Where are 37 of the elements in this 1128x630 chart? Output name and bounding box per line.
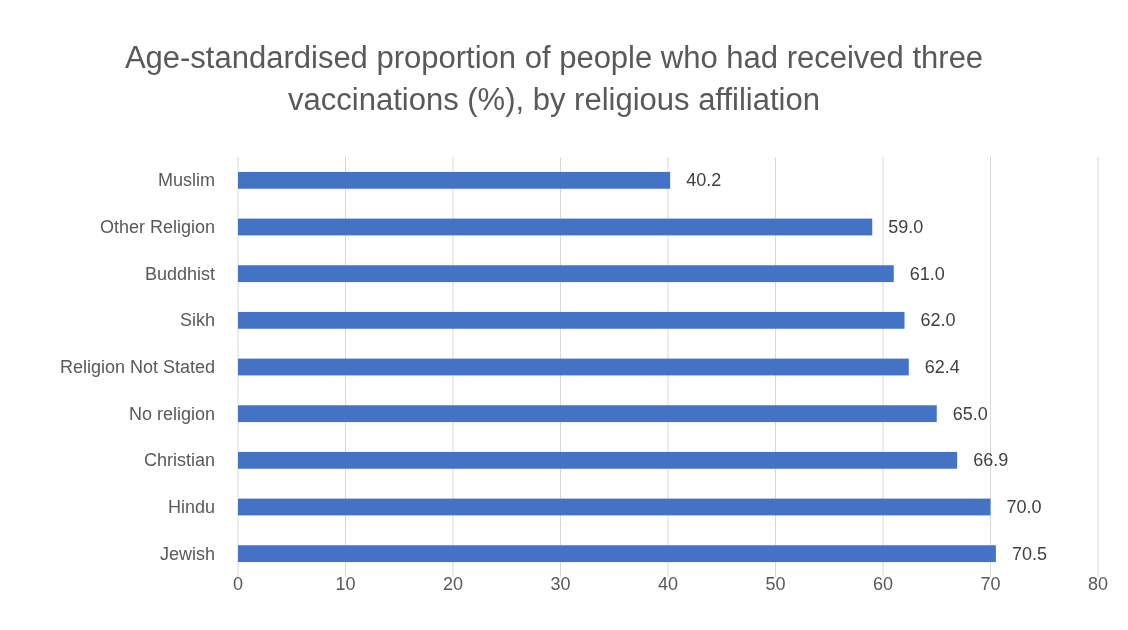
bar — [238, 545, 996, 563]
bar — [238, 451, 958, 469]
data-label: 62.0 — [920, 310, 956, 331]
x-tick-label: 40 — [657, 574, 679, 594]
x-tick-label: 50 — [765, 574, 786, 594]
bar — [238, 171, 671, 189]
bar — [238, 311, 905, 329]
bar — [238, 265, 894, 283]
y-tick-label: Christian — [143, 450, 215, 471]
data-label: 40.2 — [686, 170, 722, 191]
x-tick-label: 0 — [232, 574, 244, 594]
data-label: 66.9 — [973, 450, 1009, 471]
bar — [238, 405, 937, 423]
data-label: 59.0 — [888, 217, 924, 237]
x-tick-label: 60 — [872, 574, 894, 594]
y-tick-label: Muslim — [158, 170, 215, 191]
y-tick-label: Religion Not Stated — [59, 357, 215, 377]
x-tick-label: 80 — [1087, 574, 1109, 594]
data-label: 61.0 — [909, 263, 945, 284]
y-tick-label: Other Religion — [99, 217, 215, 237]
x-tick-label: 10 — [335, 574, 356, 594]
data-label: 62.4 — [924, 357, 960, 377]
y-tick-label: Hindu — [167, 497, 215, 517]
bar — [238, 358, 909, 376]
bar — [238, 218, 873, 236]
data-label: 65.0 — [952, 403, 988, 424]
y-tick-label: Sikh — [179, 310, 215, 331]
data-label: 70.5 — [1011, 543, 1047, 564]
x-tick-label: 30 — [550, 574, 571, 594]
data-label: 70.0 — [1006, 497, 1042, 517]
chart-title: Age-standardised proportion of people who had received three vaccinations (%), by religious affiliation — [124, 40, 984, 117]
y-tick-label: No religion — [128, 403, 215, 424]
y-tick-label: Jewish — [159, 543, 215, 564]
bar — [238, 498, 991, 516]
y-tick-label: Buddhist — [144, 263, 215, 284]
x-tick-label: 70 — [980, 574, 1001, 594]
x-tick-label: 20 — [442, 574, 464, 594]
